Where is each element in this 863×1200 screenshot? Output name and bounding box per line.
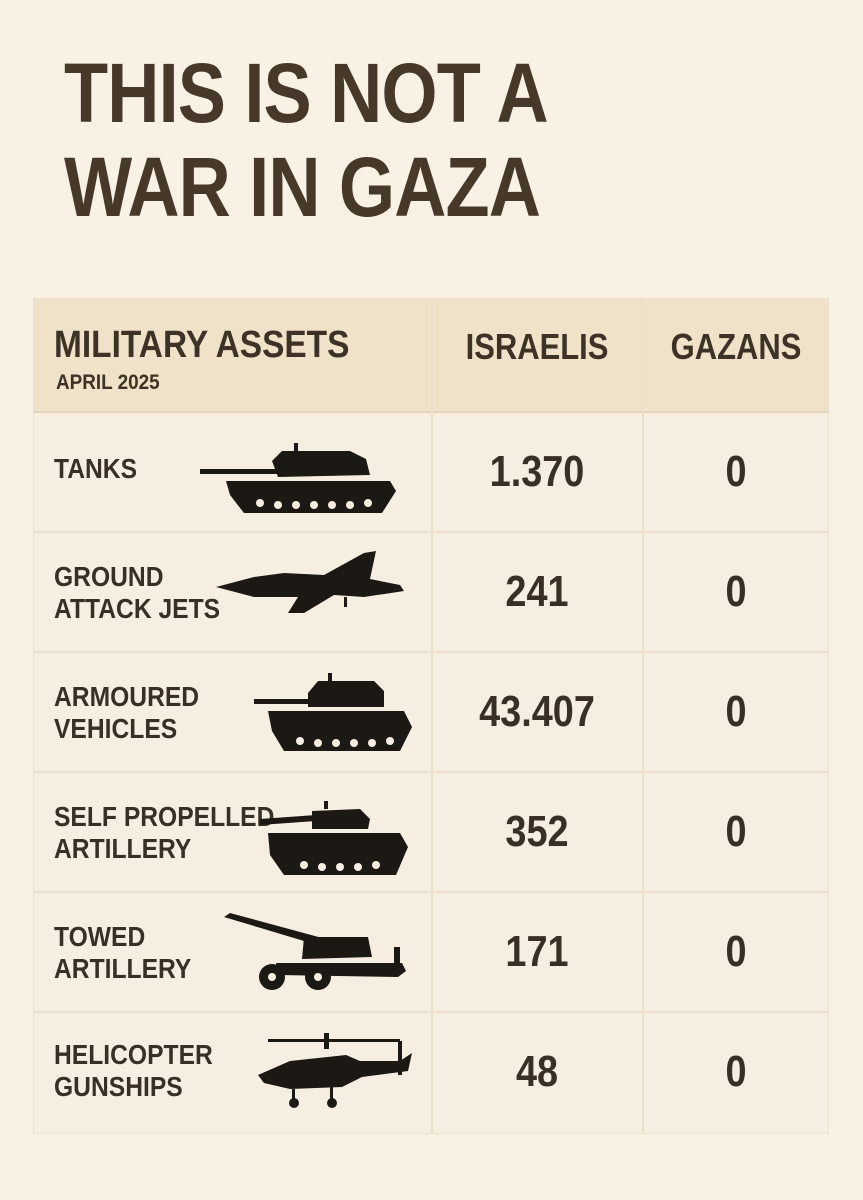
- jet-icon: [216, 551, 404, 613]
- column-divider: [431, 299, 433, 1133]
- gazans-value: 0: [725, 447, 747, 496]
- gazans-value: 0: [725, 807, 747, 856]
- israelis-value: 171: [505, 927, 569, 976]
- table-row: GROUND ATTACK JETS 241 0: [34, 533, 828, 653]
- table-row: SELF PROPELLED ARTILLERY 352 0: [34, 773, 828, 893]
- header-israelis: ISRAELIS: [465, 326, 609, 367]
- armoured-vehicle-icon: [254, 673, 412, 751]
- column-divider: [642, 299, 644, 1133]
- row-label: GROUND ATTACK JETS: [54, 561, 221, 624]
- gazans-value: 0: [725, 567, 747, 616]
- military-assets-table: MILITARY ASSETS APRIL 2025 ISRAELIS GAZA…: [33, 298, 829, 1134]
- tank-icon: [200, 443, 396, 513]
- israelis-value: 1.370: [489, 447, 585, 496]
- table-row: HELICOPTER GUNSHIPS 48 0: [34, 1013, 828, 1133]
- gazans-value: 0: [725, 687, 747, 736]
- header-gazans: GAZANS: [670, 326, 802, 367]
- row-label: ARMOURED VEHICLES: [54, 681, 200, 744]
- israelis-value: 241: [505, 567, 569, 616]
- title-line-1: THIS IS NOT A: [64, 46, 549, 140]
- row-label: TOWED ARTILLERY: [54, 921, 192, 984]
- row-label: TANKS: [54, 453, 138, 484]
- israelis-value: 48: [515, 1047, 559, 1096]
- table-row: ARMOURED VEHICLES 43.407 0: [34, 653, 828, 773]
- header-date: APRIL 2025: [56, 371, 160, 394]
- row-label: HELICOPTER GUNSHIPS: [54, 1039, 213, 1102]
- israelis-value: 352: [505, 807, 569, 856]
- table-row: TOWED ARTILLERY 171 0: [34, 893, 828, 1013]
- israelis-value: 43.407: [479, 687, 595, 736]
- row-label: SELF PROPELLED ARTILLERY: [54, 801, 275, 864]
- table-row: TANKS 1.370 0: [34, 413, 828, 533]
- page-title: THIS IS NOT A WAR IN GAZA: [64, 46, 718, 234]
- towed-artillery-icon: [224, 913, 406, 990]
- self-propelled-artillery-icon: [260, 801, 408, 875]
- gazans-value: 0: [725, 927, 747, 976]
- gazans-value: 0: [725, 1047, 747, 1096]
- helicopter-icon: [258, 1033, 412, 1108]
- header-military-assets: MILITARY ASSETS: [54, 324, 350, 366]
- title-line-2: WAR IN GAZA: [64, 140, 541, 234]
